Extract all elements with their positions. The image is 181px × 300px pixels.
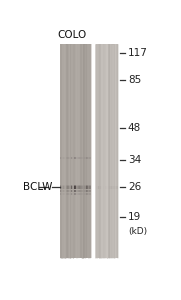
Bar bbox=[96, 44, 118, 258]
Bar bbox=[60, 184, 91, 186]
Text: 85: 85 bbox=[128, 75, 141, 85]
Text: 48: 48 bbox=[128, 123, 141, 134]
Text: 19: 19 bbox=[128, 212, 141, 222]
Bar bbox=[60, 44, 91, 258]
Text: (kD): (kD) bbox=[128, 227, 147, 236]
Text: BCLW: BCLW bbox=[23, 182, 53, 192]
Text: COLO: COLO bbox=[58, 30, 87, 40]
Bar bbox=[60, 186, 91, 189]
Text: 117: 117 bbox=[128, 48, 148, 58]
Text: 26: 26 bbox=[128, 182, 141, 192]
Bar bbox=[60, 190, 91, 192]
Bar bbox=[60, 193, 91, 195]
Bar bbox=[60, 157, 91, 159]
Text: 34: 34 bbox=[128, 154, 141, 165]
Bar bbox=[96, 186, 118, 189]
